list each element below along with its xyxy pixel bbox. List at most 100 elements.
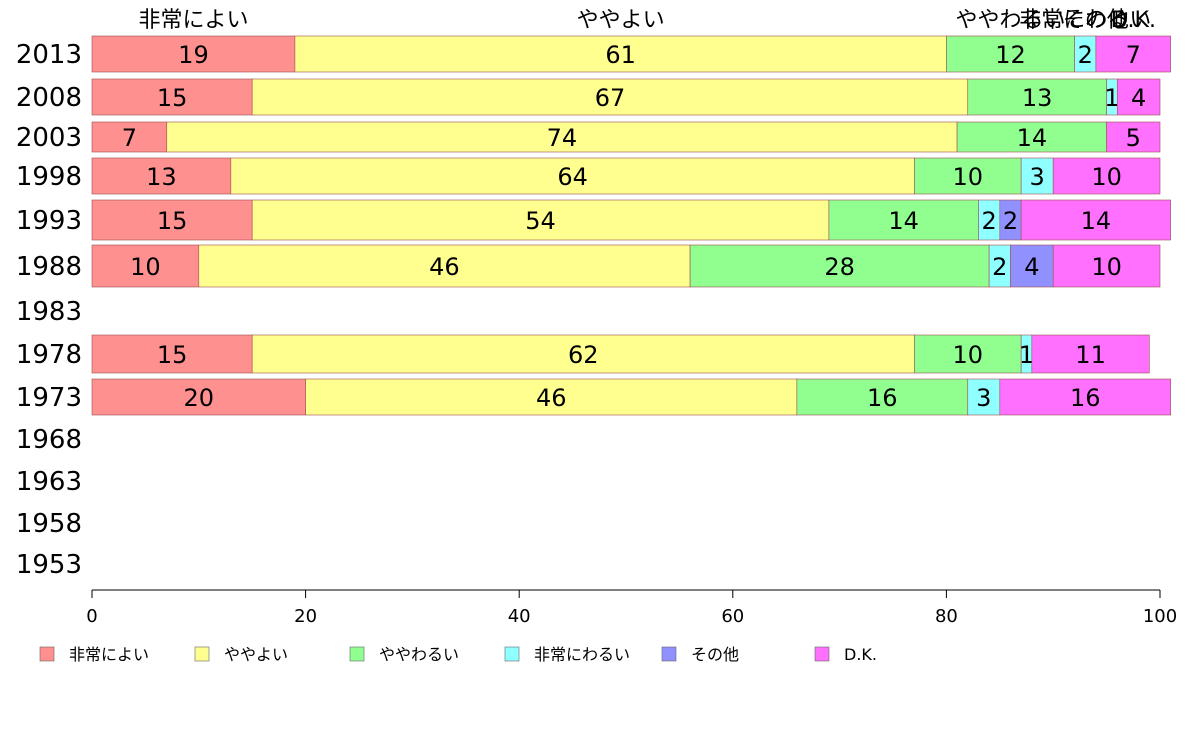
- bar-segment-1998-1: [230, 157, 915, 195]
- top-label-4: その他: [1063, 8, 1129, 33]
- bar-segment-1978-1: [251, 334, 915, 374]
- data-label-1998-2: 10: [952, 163, 983, 191]
- data-label-1998-1: 64: [557, 163, 588, 191]
- bar-segment-1998-2: [914, 157, 1022, 195]
- data-label-2013-0: 19: [178, 41, 209, 69]
- year-label-2013: 2013: [16, 40, 82, 70]
- bar-segment-2008-0: [91, 78, 253, 116]
- data-label-2003-5: 5: [1126, 124, 1141, 152]
- year-label-1998: 1998: [16, 162, 82, 192]
- data-label-1978-0: 15: [157, 341, 188, 369]
- year-label-2003: 2003: [16, 123, 82, 153]
- bar-segment-1998-0: [91, 157, 232, 195]
- data-label-1998-3: 3: [1030, 163, 1045, 191]
- bar-segment-1978-2: [914, 334, 1022, 374]
- data-label-1988-5: 10: [1091, 253, 1122, 281]
- bar-segment-2003-2: [956, 121, 1107, 153]
- legend-label-1: ややよい: [224, 645, 288, 664]
- legend: 非常によい ややよい ややわるい 非常にわるい その他 D.K.: [39, 645, 877, 664]
- data-label-1978-1: 62: [568, 341, 599, 369]
- data-label-1998-0: 13: [146, 163, 177, 191]
- data-label-2013-3: 2: [1078, 41, 1093, 69]
- year-label-1983: 1983: [16, 297, 82, 327]
- top-label-2: ややわるい: [955, 8, 1065, 33]
- bar-segment-1973-5: [999, 378, 1171, 416]
- year-label-1988: 1988: [16, 252, 82, 282]
- legend-swatch-2: [349, 646, 365, 662]
- bar-segment-1998-3: [1020, 157, 1054, 195]
- data-label-1993-5: 14: [1081, 207, 1112, 235]
- legend-swatch-3: [504, 646, 520, 662]
- data-label-1988-3: 2: [992, 253, 1007, 281]
- top-label-0: 非常によい: [138, 8, 248, 33]
- data-label-1988-0: 10: [130, 253, 161, 281]
- bar-segment-1978-5: [1031, 334, 1150, 374]
- data-label-1978-3: 1: [1019, 341, 1034, 369]
- bar-segment-1988-2: [689, 244, 990, 288]
- data-label-2003-0: 7: [122, 124, 137, 152]
- year-label-1953: 1953: [16, 550, 82, 580]
- bar-segment-1973-0: [91, 378, 306, 416]
- top-label-1: ややよい: [577, 8, 665, 33]
- legend-swatch-0: [39, 646, 55, 662]
- x-tick-label-0: 0: [86, 606, 97, 627]
- legend-label-0: 非常によい: [69, 645, 149, 664]
- bar-segment-1998-5: [1052, 157, 1161, 195]
- legend-label-5: D.K.: [844, 645, 877, 664]
- legend-label-4: その他: [691, 645, 739, 664]
- data-label-2013-2: 12: [995, 41, 1026, 69]
- year-label-1963: 1963: [16, 467, 82, 497]
- bar-segment-2008-5: [1116, 78, 1161, 116]
- x-tick-label-20: 20: [294, 606, 317, 627]
- bar-segment-2013-0: [91, 35, 296, 73]
- bar-segment-1993-5: [1020, 199, 1171, 241]
- top-label-5: D.K.: [1111, 8, 1156, 33]
- bar-segment-2013-5: [1095, 35, 1171, 73]
- bar-segment-1973-2: [796, 378, 969, 416]
- bar-segment-1993-1: [251, 199, 830, 241]
- bar-segment-2003-5: [1106, 121, 1161, 153]
- year-label-1973: 1973: [16, 383, 82, 413]
- data-label-2003-2: 14: [1017, 124, 1048, 152]
- data-label-1978-5: 11: [1075, 341, 1106, 369]
- data-label-1973-5: 16: [1070, 384, 1101, 412]
- legend-swatch-4: [661, 646, 677, 662]
- bar-segment-2008-2: [967, 78, 1107, 116]
- x-tick-label-40: 40: [508, 606, 531, 627]
- year-label-1993: 1993: [16, 206, 82, 236]
- data-label-1973-1: 46: [536, 384, 567, 412]
- data-label-2013-5: 7: [1126, 41, 1141, 69]
- bar-segment-2003-1: [166, 121, 958, 153]
- bar-segment-2008-1: [251, 78, 969, 116]
- legend-label-2: ややわるい: [379, 645, 459, 664]
- bar-segment-2013-1: [294, 35, 947, 73]
- legend-label-3: 非常にわるい: [534, 645, 630, 664]
- year-label-1958: 1958: [16, 509, 82, 539]
- data-label-1973-0: 20: [184, 384, 215, 412]
- data-label-2008-0: 15: [157, 84, 188, 112]
- data-label-2003-1: 74: [547, 124, 578, 152]
- data-label-2008-1: 67: [595, 84, 626, 112]
- legend-swatch-1: [194, 646, 210, 662]
- year-label-1968: 1968: [16, 425, 82, 455]
- x-tick-label-100: 100: [1143, 606, 1177, 627]
- year-label-2008: 2008: [16, 83, 82, 113]
- bar-segment-1988-1: [198, 244, 691, 288]
- bar-segment-1973-1: [305, 378, 798, 416]
- data-label-1988-4: 4: [1024, 253, 1039, 281]
- data-label-1993-0: 15: [157, 207, 188, 235]
- data-label-2013-1: 61: [605, 41, 636, 69]
- data-label-1993-2: 14: [888, 207, 919, 235]
- year-labels: 2013 2008 2003 1998 1993 1988 1983 1978 1973 1968…: [16, 40, 82, 580]
- bar-segment-1988-4: [1010, 244, 1054, 288]
- bar-segment-1993-2: [828, 199, 979, 241]
- data-label-1973-2: 16: [867, 384, 898, 412]
- x-axis: 0 20 40 60 80 100: [86, 589, 1177, 627]
- bar-segment-1988-0: [91, 244, 200, 288]
- year-label-1978: 1978: [16, 340, 82, 370]
- bar-segment-1988-5: [1052, 244, 1161, 288]
- legend-swatch-5: [814, 646, 830, 662]
